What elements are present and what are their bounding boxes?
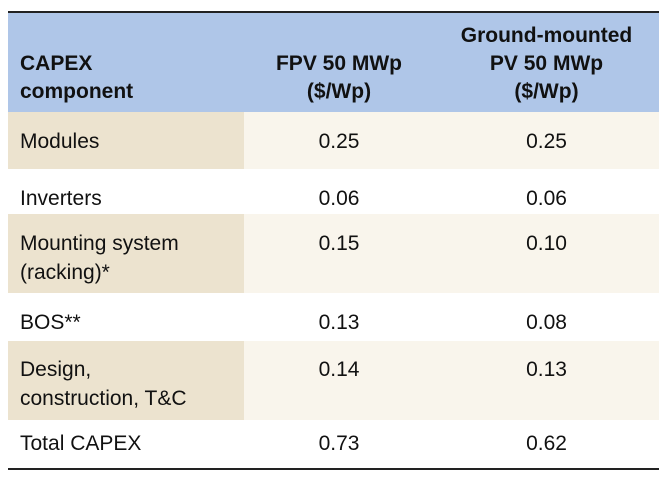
header-line: FPV 50 MWp <box>275 52 402 75</box>
header-capex-component: CAPEX component <box>8 12 244 112</box>
table-body: Modules 0.25 0.25 Inverters 0.06 0.06 Mo… <box>8 112 659 469</box>
header-line: ($/Wp) <box>514 80 579 103</box>
ground-value: 0.13 <box>434 341 659 420</box>
ground-value: 0.08 <box>434 293 659 341</box>
row-label: Inverters <box>8 169 244 214</box>
ground-value: 0.10 <box>434 214 659 293</box>
fpv-value: 0.73 <box>244 420 434 469</box>
fpv-value: 0.15 <box>244 214 434 293</box>
table-row: Inverters 0.06 0.06 <box>8 169 659 214</box>
row-label: Design, construction, T&C <box>8 341 244 420</box>
capex-comparison-table: CAPEX component FPV 50 MWp ($/Wp) Ground… <box>8 11 659 470</box>
row-label-line: construction, T&C <box>20 387 187 410</box>
table-row: BOS** 0.13 0.08 <box>8 293 659 341</box>
table-row: Mounting system (racking)* 0.15 0.10 <box>8 214 659 293</box>
row-label-line: Modules <box>20 130 100 153</box>
ground-value: 0.25 <box>434 112 659 169</box>
row-label-line: (racking)* <box>20 261 110 284</box>
header-line: Ground-mounted <box>460 24 633 47</box>
header-line: ($/Wp) <box>306 80 372 103</box>
fpv-value: 0.06 <box>244 169 434 214</box>
row-label: BOS** <box>8 293 244 341</box>
row-label-line: BOS** <box>20 311 81 334</box>
row-label-line: Mounting system <box>20 232 179 255</box>
ground-value: 0.62 <box>434 420 659 469</box>
table-row: Modules 0.25 0.25 <box>8 112 659 169</box>
ground-value: 0.06 <box>434 169 659 214</box>
header-line: component <box>20 80 134 103</box>
row-label: Total CAPEX <box>8 420 244 469</box>
header-line: PV 50 MWp <box>489 52 604 75</box>
row-label: Mounting system (racking)* <box>8 214 244 293</box>
row-label-line: Inverters <box>20 187 102 210</box>
header-ground-mounted: Ground-mounted PV 50 MWp ($/Wp) <box>434 12 659 112</box>
fpv-value: 0.13 <box>244 293 434 341</box>
row-label: Modules <box>8 112 244 169</box>
row-label-line: Total CAPEX <box>20 432 142 455</box>
capex-table-container: CAPEX component FPV 50 MWp ($/Wp) Ground… <box>8 11 659 470</box>
header-fpv: FPV 50 MWp ($/Wp) <box>244 12 434 112</box>
fpv-value: 0.25 <box>244 112 434 169</box>
table-row: Design, construction, T&C 0.14 0.13 <box>8 341 659 420</box>
fpv-value: 0.14 <box>244 341 434 420</box>
header-row: CAPEX component FPV 50 MWp ($/Wp) Ground… <box>8 12 659 112</box>
row-label-line: Design, <box>20 358 92 381</box>
table-header: CAPEX component FPV 50 MWp ($/Wp) Ground… <box>8 12 659 112</box>
header-line: CAPEX <box>20 52 93 75</box>
table-row-total: Total CAPEX 0.73 0.62 <box>8 420 659 469</box>
